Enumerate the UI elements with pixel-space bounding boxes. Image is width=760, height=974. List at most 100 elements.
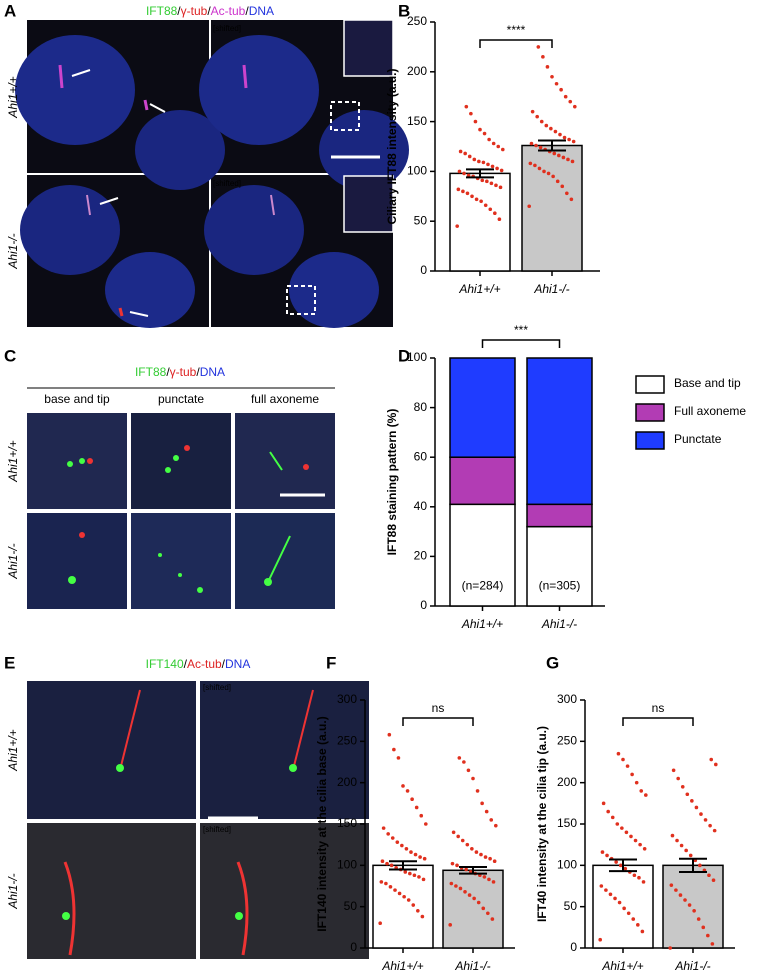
y-tick-label: 150 <box>407 114 427 128</box>
y-tick-label: 250 <box>337 734 357 748</box>
data-point <box>449 881 454 886</box>
data-point <box>403 870 408 874</box>
data-point <box>392 747 396 752</box>
panel-label: A <box>4 1 16 20</box>
data-point <box>690 799 694 803</box>
data-point <box>714 762 718 767</box>
data-point <box>405 789 410 793</box>
data-point <box>378 921 383 925</box>
data-point <box>456 187 461 192</box>
data-point <box>419 813 424 818</box>
error-bar <box>389 860 417 871</box>
data-point <box>614 860 618 864</box>
shifted-label: [shifted] <box>203 683 231 692</box>
data-point <box>701 925 706 930</box>
data-point <box>448 923 453 927</box>
data-point <box>491 880 496 884</box>
data-point <box>604 888 608 892</box>
y-axis-label: IFT140 intensity at the cilia base (a.u.… <box>315 716 329 931</box>
data-point <box>481 160 486 165</box>
data-point <box>466 173 471 178</box>
data-point <box>402 894 406 899</box>
data-point <box>413 852 418 857</box>
data-point <box>416 909 420 913</box>
title-part: / <box>177 4 181 18</box>
data-point <box>642 847 647 851</box>
data-point <box>417 875 421 879</box>
data-point <box>573 104 577 109</box>
data-point <box>694 805 699 810</box>
data-point <box>409 850 413 854</box>
data-point <box>487 877 491 882</box>
data-point <box>621 757 625 762</box>
data-point <box>534 143 538 148</box>
data-point <box>482 131 487 136</box>
data-point <box>418 855 422 859</box>
data-point <box>561 155 566 160</box>
data-point <box>475 789 480 793</box>
data-point <box>400 843 404 848</box>
x-tick-label: Ahi1+/+ <box>601 959 643 973</box>
data-point <box>557 153 561 158</box>
data-point <box>680 785 685 789</box>
data-point <box>546 171 551 176</box>
y-tick-label: 300 <box>337 692 357 706</box>
data-point <box>389 863 394 868</box>
data-point <box>457 756 462 760</box>
data-point <box>480 801 484 806</box>
data-point <box>384 881 388 886</box>
y-tick-label: 50 <box>564 899 578 913</box>
data-point <box>708 823 712 828</box>
data-point <box>467 154 472 159</box>
title-part: IFT88 <box>135 365 167 379</box>
data-point <box>482 875 487 879</box>
legend-label: Full axoneme <box>674 404 746 418</box>
data-point <box>632 873 637 878</box>
micrographs-a <box>15 19 409 328</box>
data-point <box>465 191 470 196</box>
bar-segment <box>449 357 516 458</box>
data-point <box>471 776 475 781</box>
data-point <box>625 764 630 768</box>
y-tick-label: 200 <box>407 64 427 78</box>
panel-label: C <box>4 346 16 365</box>
data-point <box>463 151 467 156</box>
y-tick-label: 60 <box>414 449 428 463</box>
row-label: Ahi1-/- <box>6 543 20 579</box>
y-tick-label: 80 <box>414 400 428 414</box>
data-point <box>481 906 486 911</box>
error-bar <box>466 168 494 179</box>
data-point <box>390 836 395 840</box>
shifted-label: [shifted] <box>213 24 241 33</box>
data-point <box>414 805 419 810</box>
data-point <box>687 903 692 907</box>
legend-label: Punctate <box>674 432 722 446</box>
data-point <box>480 178 485 183</box>
title-part: IFT88 <box>146 4 178 18</box>
data-point <box>490 164 495 169</box>
data-point <box>679 843 684 848</box>
data-point <box>487 137 491 142</box>
data-point <box>570 159 575 164</box>
image-title: IFT140/Ac-tub/DNA <box>146 657 251 671</box>
data-point <box>569 197 574 202</box>
data-point <box>541 55 545 59</box>
sample-size: (n=305) <box>539 578 581 592</box>
y-axis-label: IFT88 staining pattern (%) <box>385 409 399 556</box>
image-title: IFT88/γ-tub/DNA <box>135 365 225 379</box>
data-point <box>638 842 642 847</box>
panel-label: E <box>4 653 15 672</box>
data-point <box>709 757 714 762</box>
data-point <box>488 207 493 212</box>
data-point <box>404 847 409 851</box>
data-point <box>688 853 693 858</box>
data-point <box>463 889 467 894</box>
data-point <box>411 903 416 907</box>
panel-label: D <box>398 346 410 365</box>
data-point <box>474 197 479 202</box>
data-point <box>387 732 392 737</box>
data-point <box>707 873 711 878</box>
data-point <box>464 867 468 872</box>
data-point <box>558 132 562 137</box>
data-point <box>565 191 569 196</box>
